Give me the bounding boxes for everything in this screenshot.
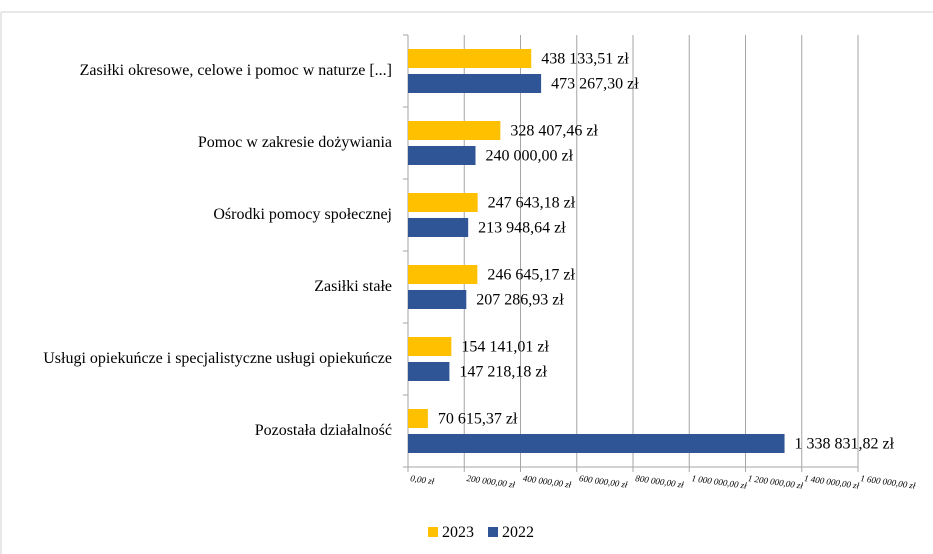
- bar: [408, 193, 478, 212]
- value-label: 473 267,30 zł: [551, 76, 639, 93]
- value-label: 240 000,00 zł: [486, 148, 574, 165]
- category-text: Pomoc w zakresie dożywiania: [197, 134, 392, 151]
- x-tick-label: 0,00 zł: [410, 473, 436, 486]
- category-label: Pomoc w zakresie dożywiania: [198, 107, 392, 179]
- value-label: 328 407,46 zł: [510, 123, 598, 140]
- value-label: 246 645,17 zł: [487, 267, 575, 284]
- x-tick-label: 800 000,00 zł: [635, 473, 685, 490]
- category-label: Zasiłki okresowe, celowe i pomoc w natur…: [80, 35, 392, 107]
- category-text: Pozostała działalność: [254, 422, 392, 439]
- bar: [408, 74, 542, 93]
- bar: [408, 290, 467, 309]
- legend-label: 2022: [502, 524, 534, 541]
- bar: [408, 434, 785, 453]
- category-text: Zasiłki stałe: [314, 278, 392, 295]
- bar: [408, 409, 428, 428]
- value-label: 247 643,18 zł: [488, 195, 576, 212]
- category-label: Usługi opiekuńcze i specjalistyczne usłu…: [43, 323, 392, 395]
- value-label: 1 338 831,82 zł: [795, 436, 895, 453]
- bar: [408, 146, 476, 165]
- category-label: Pozostała działalność: [255, 395, 392, 467]
- category-label: Ośrodki pomocy społecznej: [213, 179, 392, 251]
- legend-swatch: [428, 527, 438, 537]
- bar: [408, 337, 452, 356]
- value-label: 207 286,93 zł: [476, 292, 564, 309]
- category-label: Zasiłki stałe: [314, 251, 392, 323]
- x-tick-label: 1 600 000,00 zł: [860, 473, 917, 491]
- x-tick-label: 1 200 000,00 zł: [747, 473, 804, 491]
- legend-swatch: [488, 527, 498, 537]
- bar: [408, 362, 450, 381]
- x-tick-label: 1 400 000,00 zł: [803, 473, 860, 491]
- x-tick-label: 1 000 000,00 zł: [691, 473, 748, 491]
- category-text: Usługi opiekuńcze i specjalistyczne usłu…: [43, 350, 392, 367]
- category-text: Zasiłki okresowe, celowe i pomoc w natur…: [79, 62, 392, 79]
- legend-label: 2023: [442, 524, 474, 541]
- value-label: 213 948,64 zł: [478, 220, 566, 237]
- bar: [408, 265, 478, 284]
- bar: [408, 218, 469, 237]
- value-label: 438 133,51 zł: [541, 51, 629, 68]
- x-tick-label: 200 000,00 zł: [466, 473, 516, 490]
- x-tick-label: 400 000,00 zł: [522, 473, 572, 490]
- x-tick-label: 600 000,00 zł: [578, 473, 628, 490]
- bar: [408, 121, 501, 140]
- category-text: Ośrodki pomocy społecznej: [213, 206, 392, 223]
- bar: [408, 49, 532, 68]
- value-label: 154 141,01 zł: [461, 339, 549, 356]
- value-label: 70 615,37 zł: [438, 411, 518, 428]
- value-label: 147 218,18 zł: [459, 364, 547, 381]
